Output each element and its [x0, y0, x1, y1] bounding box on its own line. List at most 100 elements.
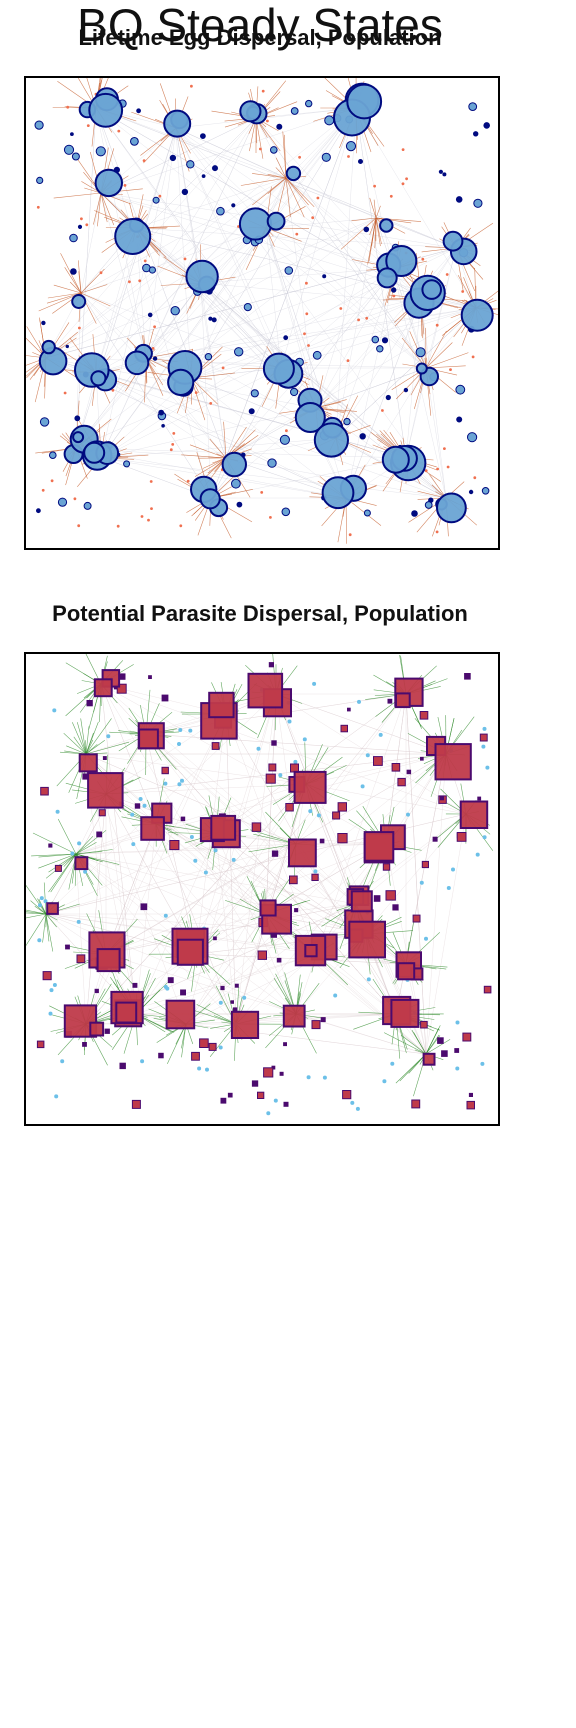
scatter-dot — [149, 480, 153, 483]
spoke-edge — [275, 157, 287, 179]
spoke-edge — [53, 284, 82, 294]
scatter-dot — [350, 1100, 355, 1105]
scatter-dot — [143, 259, 147, 263]
scatter-dot — [419, 880, 424, 885]
minor-node — [216, 206, 225, 216]
minor-node — [131, 1099, 141, 1109]
minor-node — [201, 174, 206, 178]
minor-node — [36, 1040, 45, 1049]
scatter-dot — [390, 1061, 395, 1066]
spoke-edge — [425, 1028, 439, 1055]
scatter-dot — [231, 857, 236, 862]
scatter-dot — [48, 1011, 53, 1016]
hub-node — [74, 856, 89, 871]
scatter-dot — [190, 84, 193, 88]
minor-node — [95, 146, 106, 157]
minor-node — [439, 796, 445, 801]
minor-node — [321, 152, 331, 162]
scatter-dot — [180, 778, 184, 783]
minor-node — [271, 740, 277, 746]
minor-node — [39, 417, 50, 427]
minor-node — [267, 458, 277, 468]
minor-node — [473, 131, 479, 137]
background-edge — [105, 903, 357, 955]
spoke-edge — [80, 284, 108, 294]
scatter-dot — [347, 155, 350, 158]
background-edge — [275, 693, 447, 755]
scatter-dot — [213, 848, 218, 853]
hub-node — [138, 728, 159, 750]
minor-node — [437, 1037, 444, 1044]
minor-node — [406, 769, 412, 775]
scatter-dot — [183, 257, 187, 261]
spoke-edge — [345, 497, 382, 526]
background-edge — [75, 853, 87, 1025]
background-edge — [95, 117, 257, 374]
scatter-dot — [78, 326, 81, 330]
spoke-edge — [26, 911, 47, 915]
spoke-edge — [75, 853, 103, 863]
scatter-dot — [171, 443, 175, 446]
hub-node — [379, 218, 394, 233]
scatter-dot — [322, 1075, 327, 1080]
background-edge — [235, 693, 277, 1025]
spoke-edge — [47, 292, 82, 299]
minor-node — [181, 188, 189, 196]
background-edge — [75, 853, 367, 935]
background-edge — [225, 307, 477, 459]
scatter-dot — [38, 903, 42, 908]
scatter-dot — [193, 858, 198, 863]
background-edge — [155, 823, 367, 935]
panel-2-title: Potential Parasite Dispersal, Population — [52, 601, 468, 626]
minor-node — [152, 356, 158, 361]
background-edge — [100, 367, 282, 459]
scatter-dot — [475, 852, 480, 857]
hub-node — [46, 902, 59, 915]
minor-node — [411, 510, 418, 517]
background-edge — [195, 753, 447, 955]
background-edge — [215, 693, 407, 835]
spoke-edge — [277, 177, 287, 214]
scatter-dot — [242, 995, 247, 1000]
scatter-dot — [147, 518, 150, 522]
background-edge — [185, 1023, 427, 1055]
minor-node — [250, 389, 259, 398]
scatter-dot — [205, 1067, 209, 1072]
hub-node — [436, 492, 467, 524]
minor-node — [483, 985, 492, 994]
scatter-dot — [55, 809, 60, 814]
minor-node — [161, 766, 169, 775]
background-edge — [315, 217, 377, 409]
minor-node — [479, 733, 488, 742]
background-edge — [75, 107, 97, 449]
background-edge — [100, 407, 317, 459]
minor-node — [199, 1038, 209, 1048]
spoke-edge — [194, 1010, 237, 1025]
background-edge — [100, 457, 447, 499]
scatter-dot — [485, 765, 490, 770]
scatter-dot — [186, 479, 190, 483]
scatter-dot — [169, 448, 173, 452]
hub-node — [115, 1001, 138, 1024]
background-edge — [145, 733, 397, 1015]
minor-node — [74, 415, 81, 422]
background-edge — [135, 177, 287, 229]
spoke-edge — [66, 745, 87, 755]
scatter-dot — [273, 1098, 278, 1103]
scatter-dot — [140, 515, 144, 518]
background-edge — [405, 693, 427, 1055]
scatter-dot — [111, 388, 115, 392]
hub-node — [395, 692, 411, 709]
background-edge — [135, 227, 457, 249]
spoke-edge — [207, 456, 227, 459]
scatter-dot — [435, 530, 439, 534]
background-edge — [80, 292, 147, 359]
minor-node — [373, 895, 381, 902]
minor-node — [200, 133, 206, 139]
spoke-edge — [53, 192, 102, 199]
spoke-edge — [267, 177, 287, 195]
scatter-dot — [446, 886, 451, 890]
minor-node — [442, 172, 447, 177]
minor-node — [220, 985, 225, 991]
hub-node — [88, 92, 124, 128]
